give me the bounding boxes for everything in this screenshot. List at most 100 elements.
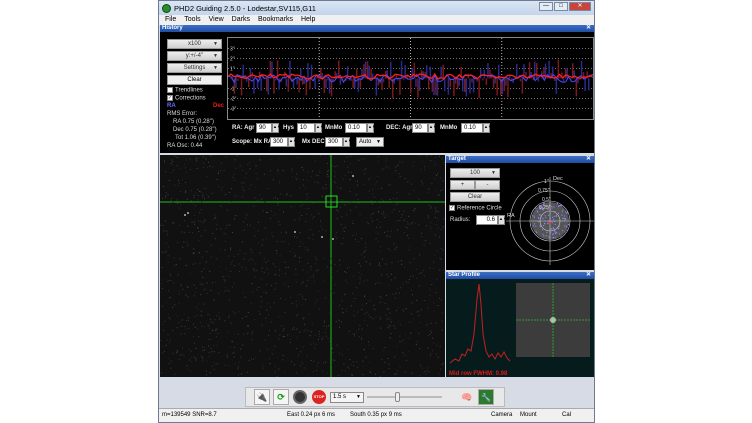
- noise-pixel: [299, 232, 301, 234]
- noise-pixel: [228, 255, 230, 257]
- noise-pixel: [304, 298, 306, 300]
- guide-point: [541, 208, 543, 210]
- max-ra-spinner[interactable]: ▲▼: [288, 137, 297, 147]
- menu-bookmarks[interactable]: Bookmarks: [257, 16, 293, 23]
- dec-minmo-input[interactable]: 0.10: [461, 123, 483, 133]
- max-dec-input[interactable]: 300: [325, 137, 343, 147]
- noise-pixel: [264, 339, 266, 341]
- noise-pixel: [440, 228, 442, 230]
- noise-pixel: [255, 173, 257, 175]
- radius-input[interactable]: 0.6: [476, 215, 498, 225]
- noise-pixel: [216, 258, 218, 260]
- guide-point: [565, 226, 568, 228]
- brain-button[interactable]: 🧠: [459, 389, 475, 405]
- settings-dropdown[interactable]: Settings ▼: [167, 63, 222, 73]
- noise-pixel: [242, 344, 244, 346]
- noise-pixel: [382, 258, 384, 260]
- noise-pixel: [258, 311, 260, 313]
- noise-pixel: [273, 349, 275, 351]
- slider-thumb[interactable]: [395, 392, 400, 402]
- menu-file[interactable]: File: [165, 16, 177, 23]
- guide-point: [561, 211, 563, 213]
- guide-button[interactable]: [292, 389, 308, 405]
- maximize-button[interactable]: □: [554, 2, 568, 11]
- ring-label-025: 0.25'': [539, 205, 551, 211]
- target-zoom-dropdown[interactable]: 100 ▼: [450, 168, 500, 178]
- ra-correction-bar: [418, 78, 421, 91]
- noise-pixel: [250, 184, 252, 186]
- minimize-button[interactable]: —: [539, 2, 553, 11]
- hys-spinner[interactable]: ▲▼: [315, 123, 324, 133]
- hysteresis-input[interactable]: 10: [297, 123, 315, 133]
- ra-correction-bar: [260, 78, 262, 91]
- noise-pixel: [305, 220, 307, 222]
- ra-minmo-spinner[interactable]: ▲▼: [367, 123, 376, 133]
- noise-pixel: [162, 346, 164, 348]
- ra-correction-bar: [314, 78, 316, 89]
- corrections-checkbox[interactable]: ✓ Corrections: [167, 95, 206, 102]
- connect-gear-button[interactable]: 🔌: [254, 389, 270, 405]
- guide-camera-image[interactable]: [160, 155, 445, 377]
- close-icon[interactable]: ✕: [585, 25, 591, 31]
- dec-agr-spinner[interactable]: ▲▼: [428, 123, 437, 133]
- mount-status[interactable]: Mount: [520, 412, 537, 418]
- dec-mode-dropdown[interactable]: Auto ▼: [356, 137, 384, 147]
- noise-pixel: [201, 325, 203, 327]
- noise-pixel: [394, 248, 396, 250]
- noise-pixel: [169, 339, 171, 341]
- noise-pixel: [302, 298, 304, 300]
- noise-pixel: [215, 328, 217, 330]
- zoom-in-button[interactable]: +: [450, 180, 475, 190]
- noise-pixel: [181, 319, 183, 321]
- dec-correction-bar: [410, 78, 412, 94]
- loop-button[interactable]: ⟳: [273, 389, 289, 405]
- noise-pixel: [427, 191, 429, 193]
- ra-aggression-input[interactable]: 90: [256, 123, 272, 133]
- exposure-dropdown[interactable]: 1.5 s ▼: [330, 391, 364, 403]
- y-scale-dropdown[interactable]: y:+/-4'' ▼: [167, 51, 222, 61]
- ra-agr-spinner[interactable]: ▲▼: [272, 123, 281, 133]
- noise-pixel: [266, 268, 268, 270]
- noise-pixel: [323, 325, 325, 327]
- menu-help[interactable]: Help: [300, 16, 316, 23]
- ra-correction-bar: [364, 61, 367, 79]
- close-icon[interactable]: ✕: [585, 156, 591, 162]
- zoom-out-button[interactable]: -: [475, 180, 500, 190]
- close-button[interactable]: ✕: [569, 2, 591, 11]
- dec-minmo-spinner[interactable]: ▲▼: [483, 123, 492, 133]
- cal-status[interactable]: Cal: [562, 412, 572, 418]
- target-clear-button[interactable]: Clear: [450, 192, 500, 202]
- pe-tools-button[interactable]: 🔧: [478, 389, 494, 405]
- x-scale-dropdown[interactable]: x100 ▼: [167, 39, 222, 49]
- ra-correction-bar: [285, 78, 288, 87]
- guide-point: [551, 207, 553, 209]
- menu-view[interactable]: View: [208, 16, 224, 23]
- stop-button[interactable]: STOP: [311, 389, 327, 405]
- guide-star-box[interactable]: [325, 195, 338, 208]
- noise-pixel: [369, 264, 371, 266]
- clear-button[interactable]: Clear: [167, 75, 222, 85]
- trendlines-checkbox[interactable]: Trendlines: [167, 87, 203, 94]
- noise-pixel: [330, 258, 332, 260]
- menu-tools[interactable]: Tools: [184, 16, 201, 23]
- noise-pixel: [217, 332, 219, 334]
- noise-pixel: [397, 261, 399, 263]
- ra-correction-bar: [246, 78, 248, 82]
- noise-pixel: [197, 308, 199, 310]
- radius-spinner[interactable]: ▲▼: [498, 215, 507, 225]
- max-dec-spinner[interactable]: ▲▼: [343, 137, 352, 147]
- ra-minmo-input[interactable]: 0.10: [345, 123, 367, 133]
- camera-status[interactable]: Camera: [491, 412, 513, 418]
- noise-pixel: [330, 290, 332, 292]
- noise-pixel: [174, 264, 176, 266]
- max-ra-input[interactable]: 300: [270, 137, 288, 147]
- noise-pixel: [187, 285, 189, 287]
- close-icon[interactable]: ✕: [585, 272, 591, 278]
- noise-pixel: [209, 327, 211, 329]
- ra-correction-bar: [354, 78, 356, 88]
- menu-darks[interactable]: Darks: [231, 16, 250, 23]
- reference-circle-checkbox[interactable]: ✓ Reference Circle: [449, 205, 502, 212]
- gamma-slider[interactable]: [367, 391, 442, 403]
- window-title: PHD2 Guiding 2.5.0 - Lodestar,SV115,G11: [174, 3, 316, 13]
- dec-aggression-input[interactable]: 90: [412, 123, 428, 133]
